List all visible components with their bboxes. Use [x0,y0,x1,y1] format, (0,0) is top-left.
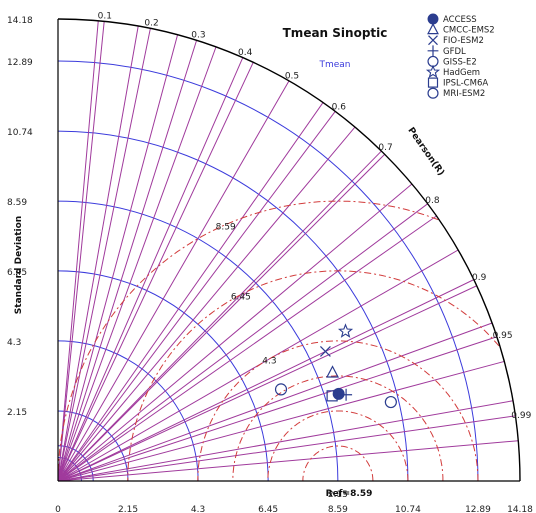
legend-entry: IPSL-CM6A [443,79,488,89]
correlation-label: Pearson(R) [405,126,446,178]
model-point-access [332,387,345,400]
x-tick-label: 2.15 [118,505,138,513]
correlation-line [57,28,151,482]
correlation-line [57,203,428,482]
correlation-tick-label: 0.7 [378,143,392,153]
correlation-line [57,415,516,482]
y-tick-label: 12.89 [7,58,33,68]
correlation-line [57,440,519,482]
rms-label: 8.59 [216,222,236,232]
model-point-fio-esm2 [320,346,331,357]
legend-marker [427,87,439,99]
y-tick-label: 6.45 [7,268,27,278]
y-axis-label: Standard Deviation [14,216,24,314]
y-tick-label: 2.15 [7,408,27,418]
correlation-line [57,80,290,482]
correlation-tick-label: 0.1 [98,11,112,21]
model-point-hadgem [337,323,354,338]
correlation-line [57,126,356,482]
correlation-line [57,57,244,482]
correlation-tick-label: 0.8 [425,196,440,206]
tick-labels: 2.15 4.3 6.45 8.59 0 2.15 4.3 6.45 8.59 10.74 12.8… [7,11,533,513]
legend-marker [427,22,439,35]
legend-marker [427,45,439,57]
legend-entry: GFDL [443,47,466,57]
correlation-tick-label: 0.4 [238,48,253,58]
frame [57,18,521,482]
correlation-line [57,25,139,482]
chart-title: Tmean Sinoptic [283,26,388,40]
correlation-line [57,153,386,482]
rms-arc [302,445,374,482]
rms-label: 2.15 [328,490,348,500]
correlation-line [57,183,413,482]
legend-entry: FIO-ESM2 [443,36,484,46]
legend-marker [425,64,441,78]
legend-entry: MRI-ESM2 [443,89,485,99]
x-tick-label: 6.45 [258,505,278,513]
chart-subtitle: Tmean [318,60,350,70]
rms-arc [197,340,479,482]
correlation-tick-label: 0.2 [144,18,158,28]
correlation-line [57,215,437,482]
y-tick-label: 10.74 [7,128,33,138]
y-tick-label: 14.18 [7,16,33,26]
correlation-tick-label: 0.5 [285,72,299,82]
x-tick-label: 12.89 [465,505,491,513]
correlation-line [57,20,99,482]
rms-arc [57,200,439,481]
correlation-line [57,21,105,482]
rms-arc [267,410,409,481]
y-tick-label: 4.3 [7,338,21,348]
model-point-giss-e2 [274,383,288,396]
correlation-line [57,102,324,482]
correlation-line [57,360,505,482]
legend-marker [428,35,438,46]
legend-marker [427,77,439,88]
legend-entry: GISS-E2 [443,57,477,67]
rms-label: 6.45 [231,292,251,302]
correlation-line [57,336,498,482]
model-point-cmcc-ems2 [326,365,340,378]
model-points [274,323,397,409]
correlation-line [57,150,382,482]
correlation-line [57,322,493,482]
correlation-line [57,400,514,482]
legend-entry: ACCESS [443,15,477,25]
correlation-line [57,40,198,482]
x-tick-label: 8.59 [328,505,348,513]
legend-marker [427,13,439,25]
outer-arc [57,18,521,482]
correlation-tick-label: 0.95 [493,331,513,341]
correlation-tick-label: 0.9 [472,273,487,283]
model-point-gfdl [340,388,353,401]
model-point-ipsl-cm6a [326,390,338,402]
correlation-line [57,46,217,482]
correlation-line [57,279,475,482]
correlation-tick-label: 0.99 [511,411,531,421]
x-tick-label: 10.74 [395,505,421,513]
correlation-tick-label: 0.6 [332,103,347,113]
y-tick-label: 8.59 [7,198,27,208]
legend: ACCESSCMCC-EMS2FIO-ESM2GFDLGISS-E2HadGem… [425,13,495,99]
rms-arc [127,270,500,482]
correlation-line [57,285,477,482]
model-point-mri-esm2 [384,395,397,409]
correlation-tick-label: 0.3 [191,31,205,41]
x-axis-label: Ref=8.59 [326,489,373,499]
x-tick-label: 0 [55,505,61,513]
legend-entry: CMCC-EMS2 [443,26,495,36]
correlation-line [57,62,254,482]
correlation-lines [57,20,519,482]
correlation-line [57,111,336,482]
x-tick-label: 14.18 [507,505,533,513]
x-tick-label: 4.3 [191,505,205,513]
correlation-line [57,34,179,482]
rms-label: 4.3 [262,357,276,367]
rms-arcs [57,200,500,482]
legend-entry: HadGem [443,68,480,78]
